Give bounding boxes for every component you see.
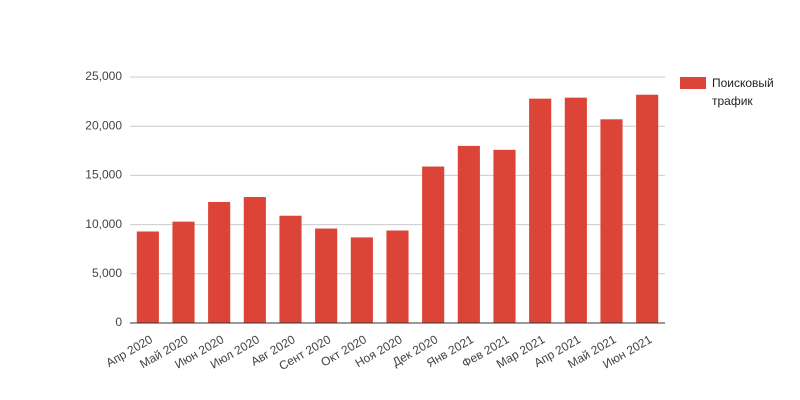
legend-label: Поисковый трафик (712, 76, 774, 108)
bar (243, 197, 266, 323)
y-tick-label: 10,000 (85, 217, 122, 231)
bar (529, 98, 552, 323)
bar (493, 149, 516, 323)
y-tick-label: 0 (115, 315, 122, 329)
y-tick-label: 5,000 (92, 266, 122, 280)
y-tick-label: 15,000 (85, 168, 122, 182)
y-tick-label: 25,000 (85, 69, 122, 83)
bar (208, 201, 231, 323)
y-tick-label: 20,000 (85, 118, 122, 132)
bar (386, 230, 409, 323)
bar (172, 221, 195, 323)
bar (136, 231, 159, 323)
bar (350, 237, 373, 323)
bar (564, 97, 587, 323)
bar (279, 215, 302, 323)
bar (315, 228, 338, 323)
legend: Поисковый трафик (680, 76, 792, 110)
legend-swatch (680, 77, 706, 89)
bar (600, 119, 623, 323)
bar (636, 94, 659, 323)
bar (457, 145, 480, 323)
bar (422, 166, 445, 323)
